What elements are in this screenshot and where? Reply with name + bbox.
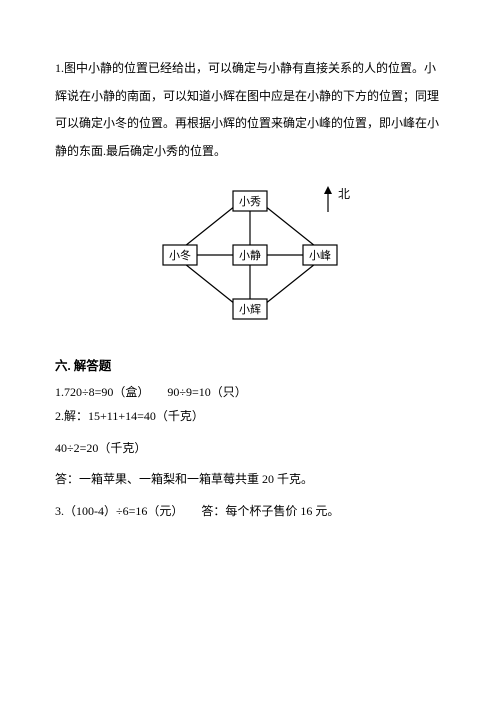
answer-1: 1.720÷8=90（盒） 90÷9=10（只） (55, 382, 445, 404)
diagram-svg: 北 小秀 小冬 小静 小峰 小辉 (135, 180, 365, 330)
north-label: 北 (338, 187, 350, 201)
answer-3: 40÷2=20（千克） (55, 438, 445, 460)
svg-text:小冬: 小冬 (169, 248, 191, 262)
position-diagram: 北 小秀 小冬 小静 小峰 小辉 (55, 180, 445, 330)
answer-4: 答：一箱苹果、一箱梨和一箱草莓共重 20 千克。 (55, 469, 445, 491)
answer-5: 3.（100-4）÷6=16（元） 答：每个杯子售价 16 元。 (55, 501, 445, 523)
svg-text:小静: 小静 (239, 248, 261, 262)
intro-paragraph: 1.图中小静的位置已经给出，可以确定与小静有直接关系的人的位置。小辉说在小静的南… (55, 55, 445, 165)
answer-2: 2.解：15+11+14=40（千克） (55, 406, 445, 428)
svg-text:小辉: 小辉 (239, 303, 261, 316)
svg-text:小秀: 小秀 (239, 195, 261, 208)
section-title: 六. 解答题 (55, 355, 445, 374)
svg-text:小峰: 小峰 (309, 249, 331, 262)
